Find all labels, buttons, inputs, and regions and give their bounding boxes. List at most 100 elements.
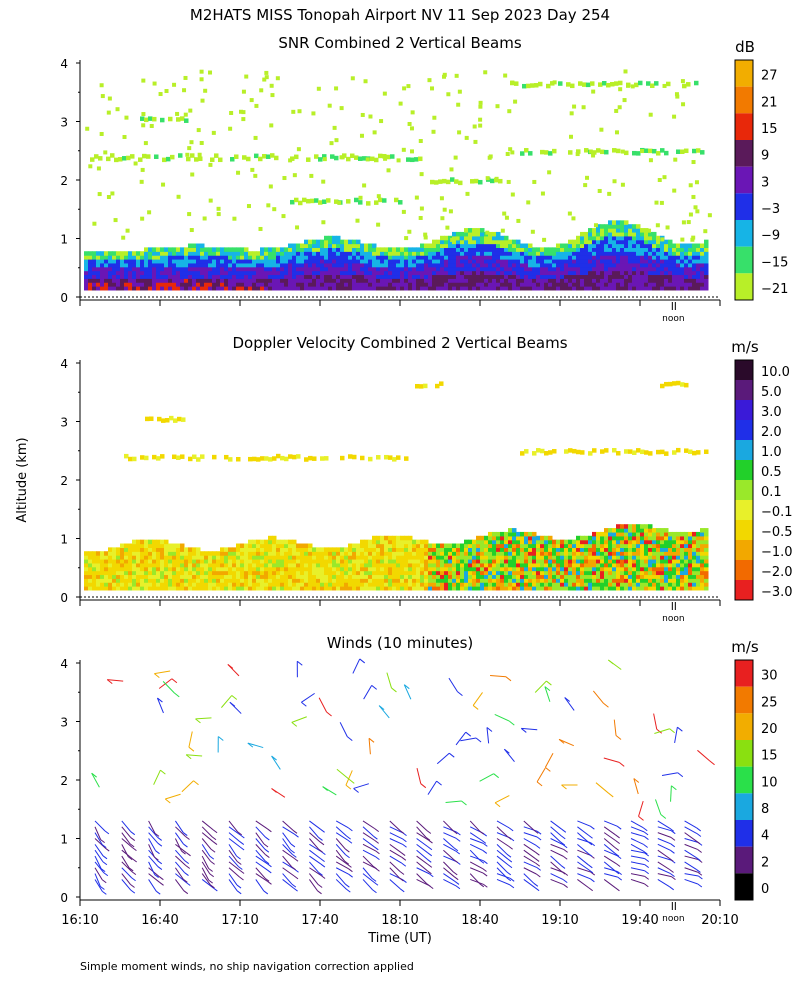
- snr-cell: [236, 278, 241, 283]
- snr-cell: [632, 285, 637, 291]
- snr-cell: [288, 262, 293, 268]
- doppler-cell: [304, 585, 309, 591]
- doppler-cell: [580, 578, 585, 583]
- snr-cell: [656, 247, 661, 252]
- doppler-cell: [260, 582, 265, 587]
- doppler-cell: [268, 558, 273, 564]
- snr-cell: [199, 140, 204, 145]
- snr-cell: [332, 266, 337, 272]
- snr-cell: [248, 282, 253, 287]
- doppler-cell: [112, 582, 117, 587]
- doppler-cell: [616, 558, 621, 564]
- doppler-cell: [180, 551, 185, 556]
- doppler-cell: [660, 539, 665, 545]
- doppler-cell: [404, 543, 409, 549]
- doppler-cell: [584, 585, 589, 591]
- doppler-cell: [408, 558, 413, 564]
- snr-cell: [176, 262, 181, 268]
- snr-cell: [696, 148, 701, 153]
- doppler-cell: [512, 566, 517, 572]
- snr-cell: [148, 116, 153, 121]
- doppler-cell: [264, 456, 269, 461]
- doppler-cell: [204, 570, 209, 576]
- snr-cell: [544, 262, 549, 268]
- doppler-cell: [672, 450, 677, 455]
- doppler-cell: [568, 547, 573, 552]
- snr-cell: [192, 243, 197, 249]
- snr-cell: [648, 158, 653, 163]
- snr-cell: [244, 266, 249, 272]
- snr-cell: [388, 282, 393, 287]
- snr-cell: [592, 235, 597, 241]
- snr-cell: [184, 266, 189, 272]
- snr-cell: [240, 255, 245, 260]
- snr-cell: [460, 266, 465, 272]
- snr-cell: [172, 266, 177, 272]
- snr-cell: [428, 274, 433, 279]
- snr-cell: [392, 278, 397, 283]
- snr-cell: [332, 282, 337, 287]
- snr-cell: [480, 243, 485, 249]
- doppler-cell: [240, 570, 245, 576]
- doppler-cell: [632, 562, 637, 568]
- doppler-cell: [200, 574, 205, 579]
- snr-cell: [514, 81, 519, 86]
- snr-cell: [604, 282, 609, 287]
- snr-cell: [204, 266, 209, 272]
- doppler-cell: [688, 555, 693, 560]
- snr-cell: [308, 247, 313, 252]
- doppler-cell: [592, 574, 597, 579]
- snr-cell: [96, 255, 101, 260]
- doppler-cell: [696, 450, 701, 455]
- snr-cell: [460, 251, 465, 256]
- snr-cell: [700, 262, 705, 268]
- snr-cell: [120, 266, 125, 272]
- doppler-cell: [500, 551, 505, 556]
- snr-cell: [152, 116, 157, 122]
- doppler-cell: [148, 555, 153, 560]
- snr-cell: [520, 255, 525, 260]
- doppler-cell: [336, 562, 341, 568]
- snr-cell: [608, 231, 613, 237]
- snr-cell: [402, 86, 407, 91]
- doppler-cell: [520, 543, 525, 549]
- snr-cell: [368, 243, 373, 249]
- doppler-cell: [528, 555, 533, 560]
- doppler-cell: [548, 582, 553, 587]
- snr-cell: [208, 258, 213, 264]
- snr-cell: [196, 258, 201, 264]
- snr-cell: [584, 258, 589, 264]
- doppler-cell: [164, 585, 169, 591]
- doppler-cell: [640, 539, 645, 545]
- snr-cell: [644, 266, 649, 272]
- snr-cell: [436, 251, 441, 256]
- snr-cell: [108, 266, 113, 272]
- snr-cell: [552, 266, 557, 272]
- snr-cell: [630, 84, 635, 89]
- snr-cell: [492, 285, 497, 291]
- snr-cell: [256, 258, 261, 264]
- doppler-cell: [596, 558, 601, 564]
- snr-cell: [696, 258, 701, 264]
- snr-cell: [256, 274, 261, 279]
- snr-cell: [524, 282, 529, 287]
- snr-cell: [212, 251, 217, 256]
- snr-cell: [92, 282, 97, 287]
- snr-cell: [540, 274, 545, 279]
- wind-barb: [174, 867, 184, 880]
- doppler-cell: [260, 456, 265, 461]
- snr-cell: [372, 255, 377, 260]
- wind-barb-flag: [239, 870, 245, 874]
- snr-cell: [476, 262, 481, 268]
- doppler-cell: [420, 558, 425, 564]
- snr-cell: [292, 282, 297, 287]
- doppler-cell: [160, 570, 165, 576]
- snr-cell: [644, 243, 649, 249]
- snr-cell: [240, 258, 245, 264]
- wind-barb-flag: [266, 869, 272, 874]
- snr-cell: [600, 278, 605, 283]
- doppler-cell: [612, 531, 617, 537]
- doppler-cell: [336, 558, 341, 564]
- snr-cell: [624, 235, 629, 241]
- doppler-cell: [268, 570, 273, 576]
